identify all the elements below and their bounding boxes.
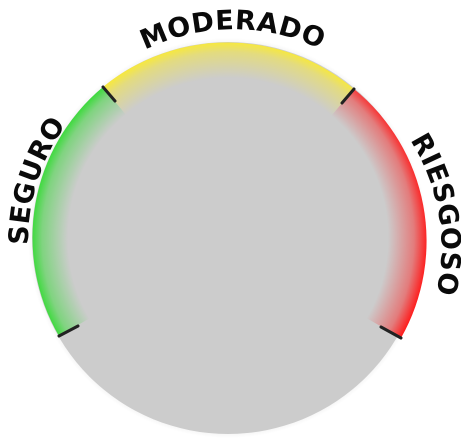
divider-tick-seguro-moderado bbox=[101, 85, 117, 103]
divider-tick-moderado-riesgoso bbox=[340, 87, 356, 105]
divider-tick-seguro-start bbox=[57, 324, 80, 338]
dial-inner-shading bbox=[28, 38, 428, 438]
divider-tick-riesgoso-end bbox=[379, 325, 403, 340]
